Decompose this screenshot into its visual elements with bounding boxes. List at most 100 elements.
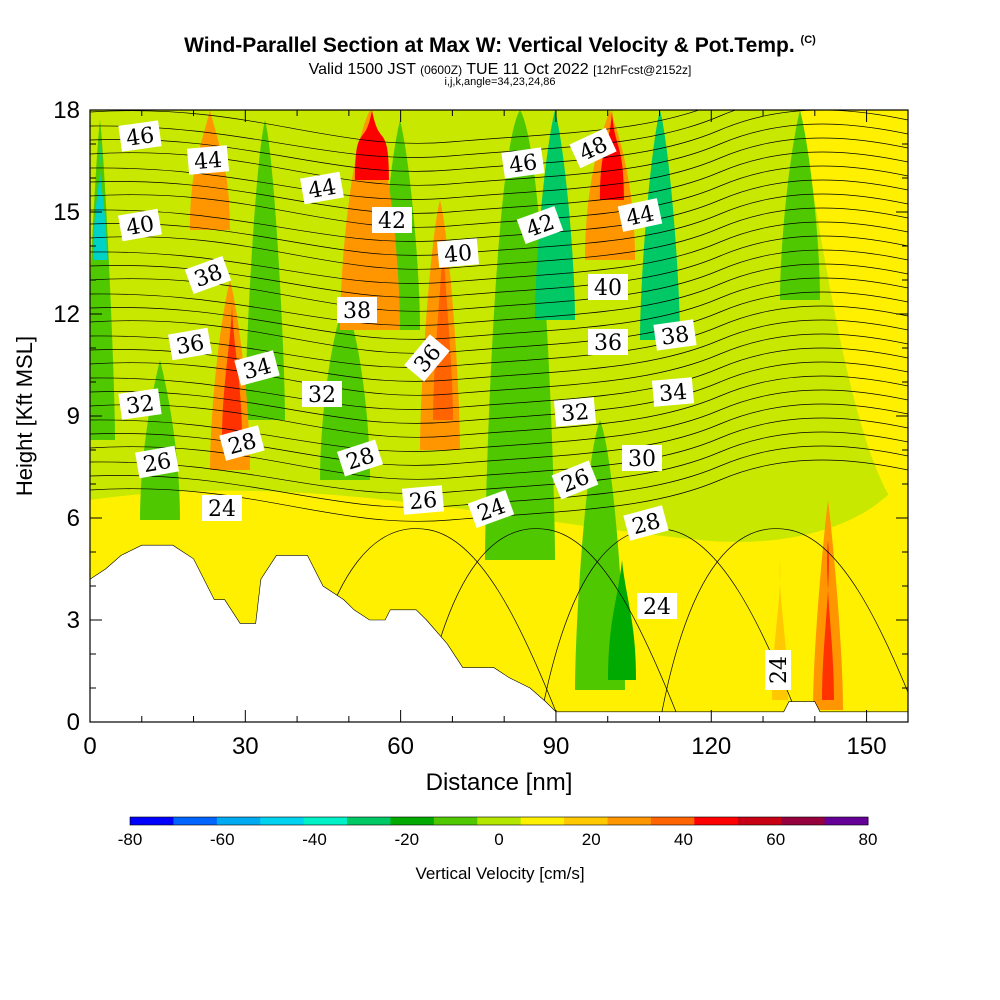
updraft-core bbox=[433, 230, 453, 420]
downdraft-core bbox=[93, 140, 107, 260]
colorbar-swatch bbox=[303, 817, 348, 825]
theta-contour-line bbox=[90, 459, 908, 522]
contour-label-box bbox=[168, 327, 212, 361]
contour-label-box bbox=[404, 334, 450, 382]
contour-label-text: 24 bbox=[208, 497, 236, 522]
terrain-mask bbox=[90, 544, 908, 722]
y-tick-label: 12 bbox=[53, 301, 80, 328]
y-tick-label: 18 bbox=[53, 97, 80, 124]
contour-label: 46 bbox=[501, 147, 545, 179]
contour-label: 40 bbox=[588, 274, 628, 301]
colorbar-label: Vertical Velocity [cm/s] bbox=[415, 864, 585, 883]
theta-contour-line bbox=[659, 528, 908, 722]
contour-label: 40 bbox=[436, 238, 480, 268]
contour-label: 26 bbox=[401, 485, 445, 515]
colorbar-tick-label: 20 bbox=[582, 830, 601, 849]
contour-label-box bbox=[501, 147, 545, 179]
theta-contour-line bbox=[90, 221, 908, 284]
colorbar-swatch bbox=[520, 817, 565, 825]
y-axis-label: Height [Kft MSL] bbox=[12, 336, 37, 496]
contour-label-text: 32 bbox=[125, 391, 156, 420]
downdraft-band bbox=[780, 110, 820, 300]
contour-label-text: 34 bbox=[658, 380, 688, 407]
contour-label-text: 44 bbox=[306, 175, 338, 204]
contour-label-box bbox=[300, 171, 344, 205]
colorbar-tick-label: 0 bbox=[494, 830, 503, 849]
downdraft-core bbox=[608, 560, 636, 680]
colorbar-swatch bbox=[216, 817, 261, 825]
contour-label: 44 bbox=[617, 198, 663, 232]
theta-contour-line bbox=[90, 263, 908, 326]
theta-contour-line bbox=[90, 137, 908, 200]
contour-label-box bbox=[651, 377, 695, 407]
colorbar: -80 -60 -40 -20 0 20 40 60 80 bbox=[118, 816, 878, 849]
contour-label: 38 bbox=[653, 319, 697, 351]
theta-contour-line bbox=[90, 151, 908, 214]
contour-label-box bbox=[336, 439, 384, 477]
contour-label-box bbox=[184, 255, 232, 295]
contour-label: 38 bbox=[337, 297, 377, 324]
contour-label: 44 bbox=[186, 145, 230, 175]
x-tick-label: 0 bbox=[83, 733, 96, 760]
contour-label-text: 42 bbox=[378, 209, 406, 234]
theta-contour-line bbox=[90, 305, 908, 368]
contour-label: 24 bbox=[637, 593, 677, 620]
y-tick-label: 3 bbox=[67, 607, 80, 634]
colorbar-swatch bbox=[824, 817, 869, 825]
colorbar-swatch bbox=[433, 817, 478, 825]
chart-title: Wind-Parallel Section at Max W: Vertical… bbox=[184, 34, 816, 57]
contour-label-box bbox=[553, 397, 597, 427]
theta-contour-line bbox=[90, 110, 908, 172]
colorbar-swatch bbox=[130, 817, 174, 825]
colorbar-swatch bbox=[477, 817, 522, 825]
contour-label: 32 bbox=[553, 397, 597, 427]
contour-label-box bbox=[551, 460, 599, 500]
colorbar-tick-label: 60 bbox=[766, 830, 785, 849]
updraft-core bbox=[600, 110, 624, 200]
contour-label: 42 bbox=[516, 205, 564, 245]
y-tick-label: 0 bbox=[67, 709, 80, 736]
colorbar-tick-label: 40 bbox=[674, 830, 693, 849]
updraft-core bbox=[355, 110, 389, 180]
contour-label-box bbox=[372, 207, 412, 233]
contour-label-text: 44 bbox=[624, 201, 657, 231]
contour-label-box bbox=[219, 425, 265, 461]
colorbar-frame bbox=[129, 816, 869, 826]
contour-label: 32 bbox=[302, 381, 342, 408]
contour-label-text: 30 bbox=[628, 447, 656, 472]
x-tick-label: 150 bbox=[847, 733, 887, 760]
contour-label-text: 32 bbox=[560, 400, 590, 427]
theta-contour-line bbox=[90, 123, 908, 186]
contour-label-box bbox=[186, 145, 230, 175]
contour-label-box bbox=[337, 297, 377, 323]
contour-label: 32 bbox=[118, 388, 162, 420]
contour-label-box bbox=[302, 381, 342, 407]
contour-label: 26 bbox=[135, 445, 179, 479]
colorbar-tick-label: -20 bbox=[394, 830, 419, 849]
contour-label-text: 24 bbox=[767, 656, 792, 684]
colorbar-swatch bbox=[694, 817, 739, 825]
x-tick-label: 60 bbox=[387, 733, 414, 760]
contour-label-text: 36 bbox=[174, 331, 206, 360]
contour-label-box bbox=[653, 319, 697, 351]
contour-label: 24 bbox=[467, 489, 515, 529]
colorbar-swatch bbox=[390, 817, 435, 825]
contour-label-box bbox=[569, 127, 617, 169]
theta-contour-line bbox=[90, 347, 908, 410]
theta-contour-line bbox=[90, 277, 908, 340]
contour-label-box bbox=[202, 495, 242, 521]
contour-label-text: 24 bbox=[643, 595, 671, 620]
theta-contour-line bbox=[539, 528, 801, 722]
contour-label: 34 bbox=[234, 350, 280, 386]
contour-label-box bbox=[588, 329, 628, 355]
colorbar-tick-label: -60 bbox=[210, 830, 235, 849]
contour-label-text: 40 bbox=[443, 241, 473, 268]
contour-label-box bbox=[118, 388, 162, 420]
colorbar-tick-label: 80 bbox=[859, 830, 878, 849]
contour-label-box bbox=[516, 205, 564, 245]
colorbar-swatch bbox=[650, 817, 695, 825]
colorbar-swatch bbox=[564, 817, 609, 825]
theta-contour-line bbox=[90, 249, 908, 312]
contour-label-box bbox=[401, 485, 445, 515]
